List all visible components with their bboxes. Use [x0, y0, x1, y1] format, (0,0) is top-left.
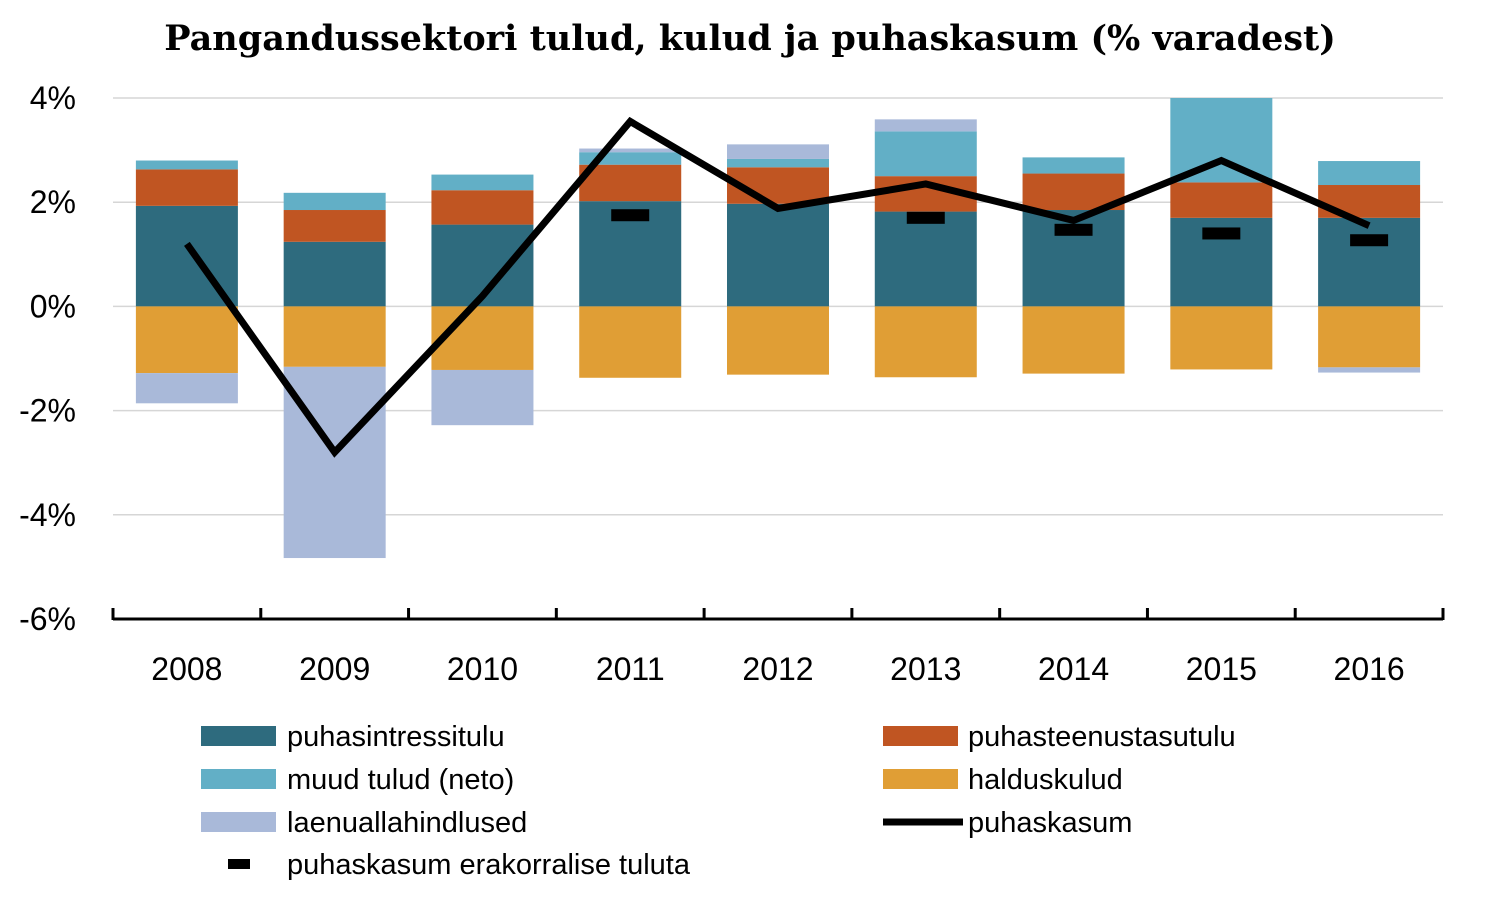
legend-swatch	[228, 859, 250, 869]
bar-segment	[874, 211, 977, 307]
marker-point	[1350, 234, 1389, 247]
net-profit-markers	[611, 209, 1389, 247]
legend-swatch	[201, 769, 276, 789]
legend-label: laenuallahindlused	[287, 807, 527, 839]
bar-segment	[1022, 157, 1125, 174]
x-tick-label: 2008	[151, 651, 222, 687]
x-axis-tick-labels: 2008 2009 2010 2011 2012 2013 2014 2015 2016	[151, 651, 1404, 687]
x-tick-label: 2009	[299, 651, 370, 687]
y-axis-tick-labels: 4% 2% 0% -2% -4% -6%	[19, 80, 76, 637]
bar-segment	[1170, 306, 1273, 370]
x-tick-label: 2014	[1038, 651, 1109, 687]
marker-point	[1202, 227, 1241, 240]
y-tick-label: 0%	[30, 288, 76, 324]
legend-label: puhasteenustasutulu	[968, 721, 1236, 753]
series-line-puhaskasum	[184, 116, 1371, 458]
bar-segment	[283, 241, 386, 307]
bar-segment	[431, 369, 534, 426]
bar-segment	[1318, 367, 1421, 373]
bar-segment	[579, 164, 682, 202]
bar-segment	[431, 174, 534, 191]
legend-swatch	[201, 812, 276, 832]
legend-swatch	[883, 726, 958, 746]
marker-point	[611, 209, 650, 222]
bar-segment	[135, 373, 238, 404]
legend-label: puhasintressitulu	[287, 721, 505, 753]
bar-segment	[727, 144, 829, 159]
y-tick-label: -6%	[19, 601, 76, 637]
x-tick-label: 2013	[890, 651, 961, 687]
chart-title: Pangandussektori tulud, kulud ja puhaska…	[164, 18, 1336, 59]
bar-segment	[283, 210, 386, 242]
legend: puhasintressitulu puhasteenustasutulu muud…	[201, 721, 1236, 881]
bar-segment	[135, 160, 238, 170]
bar-segment	[283, 306, 386, 367]
bar-segment	[727, 306, 829, 375]
bar-segment	[579, 306, 682, 378]
bar-segment	[283, 192, 386, 211]
bar-segment	[1318, 306, 1421, 368]
bar-segment	[283, 366, 386, 559]
marker-point	[1054, 223, 1093, 236]
y-tick-label: 2%	[30, 184, 76, 220]
legend-swatch	[883, 769, 958, 789]
net-profit-line	[184, 116, 1371, 458]
bar-segment	[579, 148, 682, 153]
bar-segment	[874, 306, 977, 378]
legend-swatch	[201, 726, 276, 746]
y-tick-label: -2%	[19, 393, 76, 429]
x-tick-label: 2015	[1186, 651, 1257, 687]
bar-segment	[1318, 217, 1421, 307]
bar-segment	[874, 131, 977, 177]
bar-segment	[727, 158, 829, 168]
legend-label: puhaskasum erakorralise tuluta	[287, 849, 691, 881]
x-tick-label: 2010	[447, 651, 518, 687]
bar-segment	[135, 306, 238, 374]
bar-segment	[431, 306, 534, 370]
bar-segment	[727, 203, 829, 307]
bar-segment	[135, 169, 238, 206]
y-tick-label: -4%	[19, 497, 76, 533]
legend-label: muud tulud (neto)	[287, 764, 514, 796]
bar-segment	[1170, 98, 1273, 183]
x-tick-label: 2012	[742, 651, 813, 687]
bar-segment	[1022, 306, 1125, 374]
x-axis	[111, 608, 1445, 621]
x-tick-label: 2011	[596, 651, 665, 687]
bar-segment	[1318, 161, 1421, 186]
bar-segment	[874, 119, 977, 132]
y-tick-label: 4%	[30, 80, 76, 116]
legend-label: halduskulud	[968, 764, 1123, 796]
legend-label: puhaskasum	[968, 807, 1132, 839]
x-tick-label: 2016	[1334, 651, 1405, 687]
bars	[135, 98, 1421, 559]
bar-segment	[1170, 182, 1273, 218]
marker-point	[906, 211, 945, 224]
bar-segment	[431, 190, 534, 225]
